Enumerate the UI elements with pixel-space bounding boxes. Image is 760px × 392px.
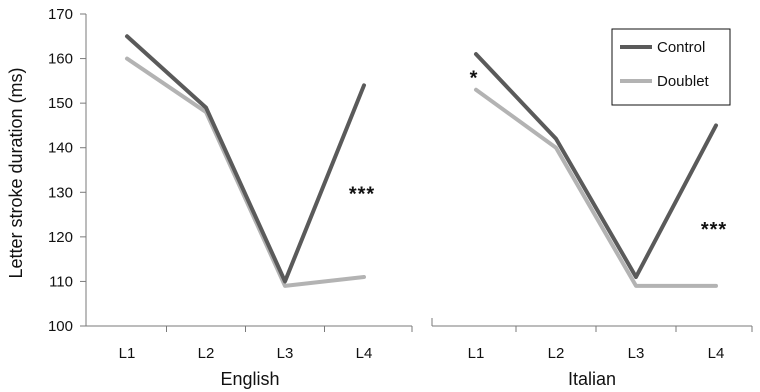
y-axis-label: Letter stroke duration (ms) [6, 67, 26, 278]
y-axis: 100 110 120 130 140 150 160 170 [48, 6, 87, 335]
significance-marker: * [470, 67, 479, 89]
y-tick-label: 170 [48, 6, 73, 23]
x-tick-label: L1 [119, 345, 136, 362]
y-tick-label: 140 [48, 140, 73, 157]
group-label: Italian [568, 369, 616, 389]
y-tick-label: 100 [48, 318, 73, 335]
x-tick-label: L3 [628, 345, 645, 362]
x-tick-label: L2 [548, 345, 565, 362]
x-tick-label: L2 [198, 345, 215, 362]
y-tick-label: 150 [48, 95, 73, 112]
series-line-doublet [474, 87, 718, 288]
group-label: English [220, 369, 279, 389]
y-tick-label: 110 [49, 273, 73, 290]
series-line-control [125, 34, 366, 284]
significance-marker: *** [701, 219, 727, 241]
x-tick-label: L4 [708, 345, 725, 362]
y-tick-label: 120 [48, 229, 73, 246]
x-tick-label: L3 [277, 345, 294, 362]
legend-label: Control [657, 39, 705, 56]
x-tick-label: L1 [468, 345, 485, 362]
legend-label: Doublet [657, 73, 710, 90]
legend-box [611, 28, 731, 106]
legend: Control Doublet [611, 28, 731, 106]
series-line-control [474, 52, 718, 279]
panel-english: L1 L2 L3 L4 English *** [86, 34, 413, 389]
y-tick-label: 130 [48, 184, 73, 201]
significance-marker: *** [349, 183, 375, 205]
y-tick-label: 160 [48, 51, 73, 68]
x-tick-label: L4 [356, 345, 373, 362]
